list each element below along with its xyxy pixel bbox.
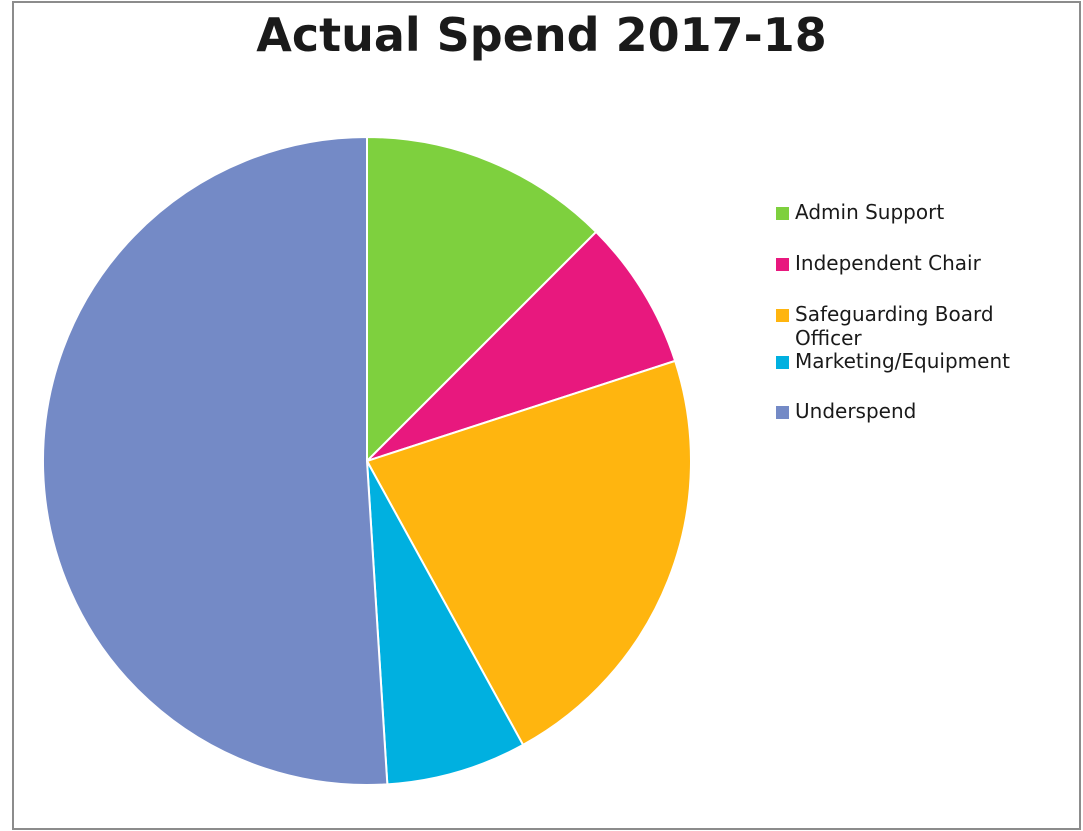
legend-item: Safeguarding Board Officer: [776, 302, 1045, 350]
legend-label: Admin Support: [795, 200, 945, 224]
pie-slice-admin-support: [366, 135, 598, 464]
pie-slice-underspend: [42, 135, 389, 786]
legend-label: Underspend: [795, 399, 917, 423]
legend-label: Safeguarding Board Officer: [795, 302, 994, 350]
legend-item: Admin Support: [776, 200, 1045, 224]
legend-swatch: [776, 309, 789, 322]
legend-label: Independent Chair: [795, 251, 981, 275]
legend-swatch: [776, 258, 789, 271]
legend-swatch: [776, 406, 789, 419]
legend-swatch: [776, 356, 789, 369]
legend-item: Independent Chair: [776, 251, 1045, 275]
legend-swatch: [776, 207, 789, 220]
pie-slice-marketing-equipment: [366, 460, 525, 786]
pie-slice-safeguarding-board-officer: [365, 359, 692, 747]
chart-title: Actual Spend 2017-18: [256, 8, 827, 62]
pie-slice-independent-chair: [366, 230, 677, 462]
legend-label: Marketing/Equipment: [795, 349, 1010, 373]
legend-item: Underspend: [776, 399, 1045, 423]
legend-item: Marketing/Equipment: [776, 349, 1045, 373]
